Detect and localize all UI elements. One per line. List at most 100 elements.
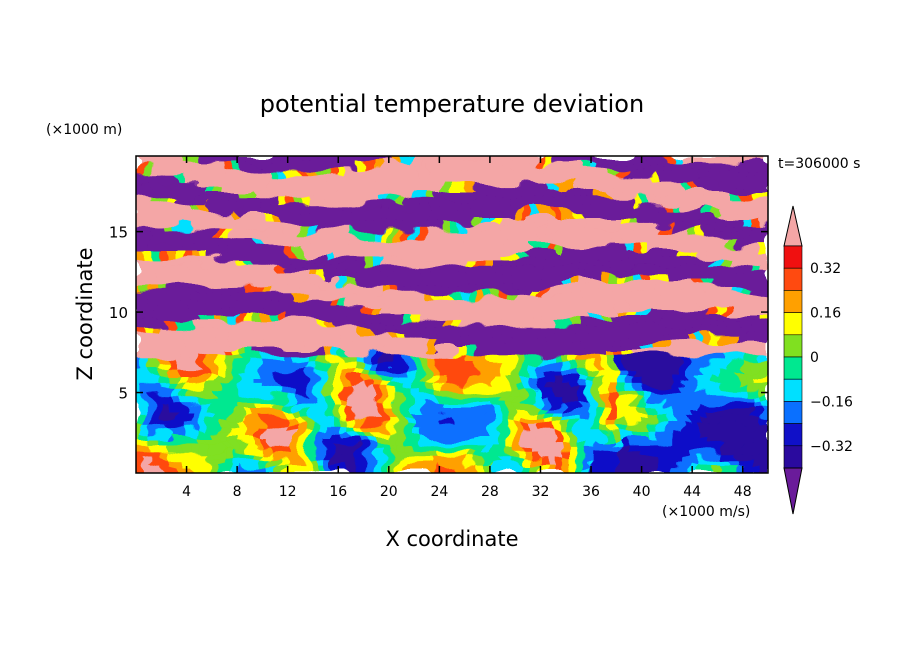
field-cell [269,334,279,343]
field-cell [404,162,413,171]
field-cell [238,196,248,205]
field-cell [159,417,169,426]
field-cell [151,258,161,267]
field-cell [333,176,342,185]
field-cell [554,252,564,260]
field-cell [633,355,643,364]
field-cell [688,252,698,260]
field-cell [601,156,611,164]
field-cell [577,279,587,288]
field-cell [285,348,295,357]
field-cell [728,169,737,178]
field-cell [198,231,208,240]
field-cell [214,156,224,164]
field-cell [340,389,350,398]
field-cell [554,217,564,226]
field-cell [593,458,603,467]
field-cell [530,245,540,253]
field-cell [309,272,319,281]
field-cell [372,272,382,281]
field-cell [261,382,271,391]
field-cell [151,162,161,171]
field-cell [601,307,611,315]
field-cell [751,293,761,302]
field-cell [136,217,145,226]
field-cell [293,183,303,191]
field-cell [759,265,768,274]
field-cell [617,190,627,198]
field-cell [340,348,350,357]
field-cell [704,162,714,171]
field-cell [340,341,350,350]
field-cell [712,190,722,198]
field-cell [412,210,421,219]
field-cell [562,334,571,343]
field-cell [475,438,485,446]
field-cell [498,424,508,433]
field-cell [333,258,342,267]
field-cell [483,438,492,446]
field-cell [230,210,240,219]
field-cell [641,169,650,178]
field-cell [633,245,643,253]
y-tick-label: 15 [109,224,128,242]
field-cell [475,258,485,267]
field-cell [419,217,429,226]
field-cell [333,348,342,357]
field-cell [735,382,745,391]
field-cell [443,272,453,281]
field-cell [475,417,485,426]
field-cell [672,238,682,247]
field-cell [175,362,184,371]
field-cell [348,252,358,260]
field-cell [443,203,453,212]
field-cell [506,252,516,260]
field-cell [285,217,295,226]
field-cell [356,327,366,336]
field-cell [246,196,255,205]
field-cell [625,458,635,467]
field-cell [309,245,319,253]
field-cell [293,286,303,295]
field-cell [143,382,153,391]
field-cell [712,341,722,350]
field-cell [664,231,674,240]
field-cell [136,162,145,171]
field-cell [143,403,153,412]
field-cell [751,403,761,412]
field-cell [625,314,635,322]
field-cell [459,203,469,212]
field-cell [704,451,714,460]
field-cell [459,272,469,281]
field-cell [617,465,627,473]
field-cell [412,320,421,329]
field-cell [261,252,271,260]
field-cell [325,438,334,446]
field-cell [522,424,532,433]
field-cell [246,258,255,267]
field-cell [443,314,453,322]
field-cell [593,307,603,315]
field-cell [404,341,413,350]
field-cell [554,196,564,205]
field-cell [522,403,532,412]
field-cell [269,203,279,212]
field-cell [285,307,295,315]
field-cell [190,431,200,440]
field-cell [317,314,327,322]
field-cell [680,458,690,467]
field-cell [277,231,287,240]
field-cell [238,300,248,309]
field-cell [483,245,492,253]
field-cell [617,307,627,315]
field-cell [333,217,342,226]
field-cell [301,176,311,185]
field-cell [356,431,366,440]
field-cell [467,279,477,288]
field-cell [475,300,485,309]
field-cell [467,431,477,440]
field-cell [396,369,406,377]
field-cell [380,327,390,336]
field-cell [277,376,287,384]
field-cell [396,458,406,467]
